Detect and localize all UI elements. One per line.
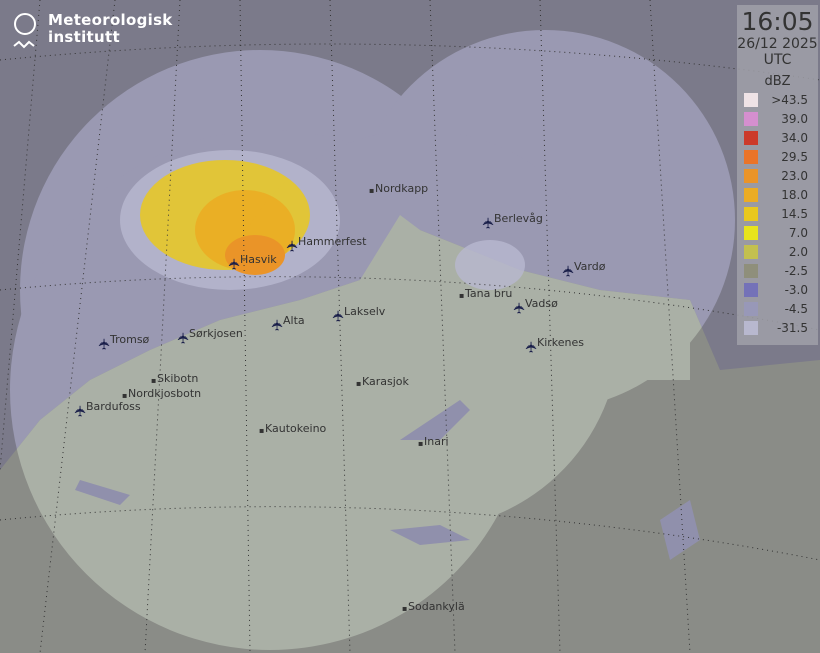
logo-icon <box>13 13 36 49</box>
place-label: Nordkjosbotn <box>128 387 202 400</box>
town-marker-icon: ▪ <box>459 291 465 300</box>
legend-swatch <box>744 149 758 164</box>
legend-item: -4.5 <box>737 299 818 318</box>
place-label: Sørkjosen <box>189 327 243 340</box>
time: 16:05 <box>741 7 814 36</box>
legend-label: 29.5 <box>781 149 808 164</box>
legend-swatch <box>744 130 758 145</box>
logo-line2: institutt <box>48 28 120 46</box>
place-label: Kautokeino <box>265 422 327 435</box>
legend-item: 14.5 <box>737 204 818 223</box>
date: 26/12 2025 <box>737 36 818 52</box>
legend-unit: dBZ <box>764 74 791 89</box>
legend-swatch <box>744 244 758 259</box>
logo-line1: Meteorologisk <box>48 11 173 29</box>
place-label: Lakselv <box>344 305 386 318</box>
town-marker-icon: ▪ <box>151 376 157 385</box>
place-label: Inari <box>424 435 449 448</box>
place-label: Karasjok <box>362 375 409 388</box>
legend-label: -4.5 <box>784 301 808 316</box>
legend-item: 34.0 <box>737 128 818 147</box>
legend-swatch <box>744 92 758 107</box>
place-label: Tana bru <box>465 287 513 300</box>
place-label: Sodankylä <box>408 600 465 613</box>
place-label: Alta <box>283 314 305 327</box>
legend-item: -3.0 <box>737 280 818 299</box>
town-marker-icon: ▪ <box>369 186 375 195</box>
legend-label: 39.0 <box>781 111 808 126</box>
legend-item: 29.5 <box>737 147 818 166</box>
legend-swatch <box>744 206 758 221</box>
timezone: UTC <box>763 52 792 68</box>
legend-label: 34.0 <box>781 130 808 145</box>
town-marker-icon: ▪ <box>418 439 424 448</box>
legend-swatch <box>744 320 758 335</box>
legend-item: 18.0 <box>737 185 818 204</box>
legend-swatch <box>744 282 758 297</box>
place-label: Berlevåg <box>494 212 543 225</box>
precipitation <box>120 150 525 290</box>
place-label: Kirkenes <box>537 336 585 349</box>
legend-label: >43.5 <box>771 92 808 107</box>
lakes <box>75 400 700 560</box>
legend-label: 14.5 <box>781 206 808 221</box>
legend-item: -2.5 <box>737 261 818 280</box>
place-label: Nordkapp <box>375 182 429 195</box>
town-marker-icon: ▪ <box>356 379 362 388</box>
met-logo: Meteorologisk institutt <box>12 12 173 52</box>
place-label: Skibotn <box>157 372 199 385</box>
place-label: Tromsø <box>110 333 150 346</box>
legend-item: 39.0 <box>737 109 818 128</box>
legend-item: >43.5 <box>737 90 818 109</box>
legend-swatch <box>744 225 758 240</box>
town-marker-icon: ▪ <box>122 391 128 400</box>
legend-label: 7.0 <box>788 225 808 240</box>
legend-panel: 16:05 26/12 2025 UTC dBZ >43.5 39.0 34.0 29… <box>737 5 818 345</box>
legend-label: -3.0 <box>784 282 808 297</box>
legend-item: 2.0 <box>737 242 818 261</box>
legend-label: 2.0 <box>788 244 808 259</box>
place-label: Hasvik <box>240 253 277 266</box>
legend-item: -31.5 <box>737 318 818 337</box>
town-marker-icon: ▪ <box>402 604 408 613</box>
place-label: Bardufoss <box>86 400 141 413</box>
legend-item: 23.0 <box>737 166 818 185</box>
legend-label: -2.5 <box>784 263 808 278</box>
legend-swatch <box>744 168 758 183</box>
legend-swatch <box>744 301 758 316</box>
town-marker-icon: ▪ <box>259 426 265 435</box>
legend-label: -31.5 <box>776 320 808 335</box>
legend-label: 23.0 <box>781 168 808 183</box>
legend-swatch <box>744 187 758 202</box>
legend-label: 18.0 <box>781 187 808 202</box>
place-label: Hammerfest <box>298 235 367 248</box>
place-label: Vardø <box>574 260 606 273</box>
legend-swatch <box>744 263 758 278</box>
legend-swatch <box>744 111 758 126</box>
legend-item: 7.0 <box>737 223 818 242</box>
place-label: Vadsø <box>525 297 558 310</box>
